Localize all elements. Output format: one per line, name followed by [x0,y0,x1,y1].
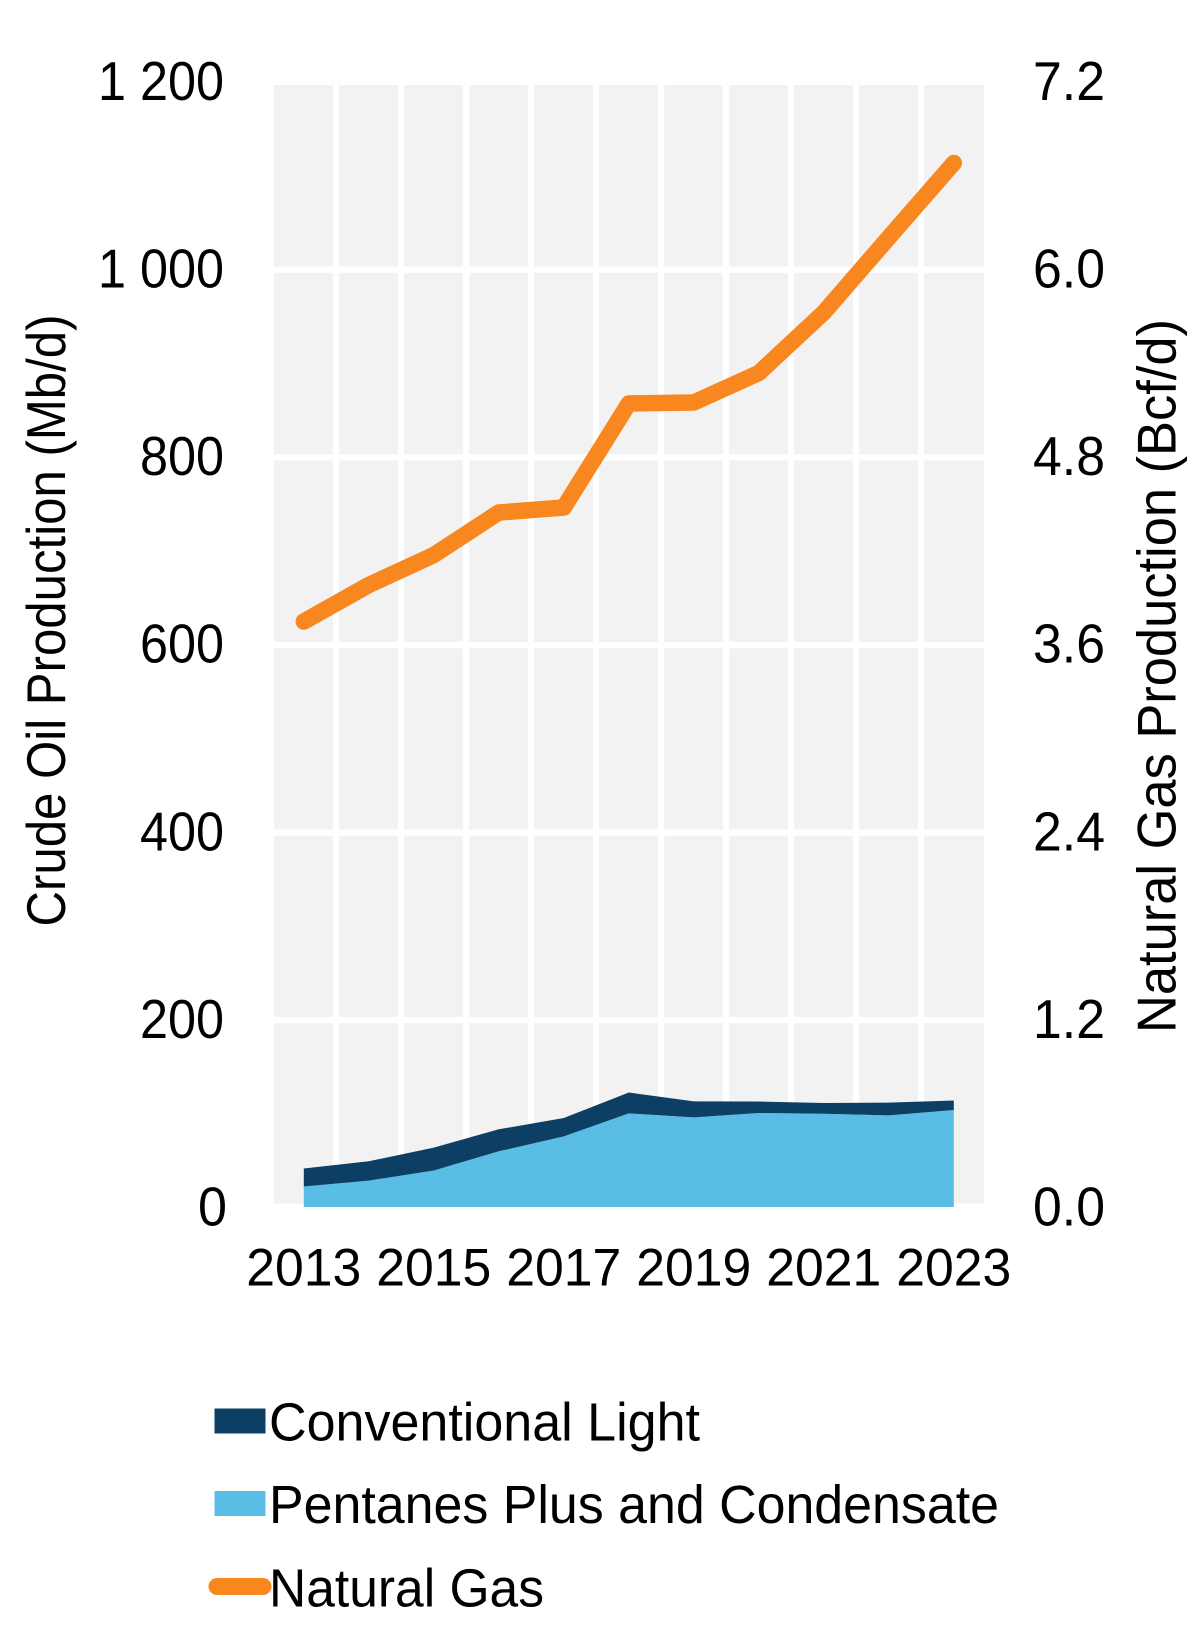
svg-text:400: 400 [140,800,224,862]
svg-text:Natural Gas: Natural Gas [269,1558,544,1618]
svg-text:1.2: 1.2 [1033,988,1105,1050]
svg-text:3.6: 3.6 [1033,613,1105,675]
svg-text:2.4: 2.4 [1033,800,1105,862]
svg-text:6.0: 6.0 [1033,238,1105,300]
svg-text:2023: 2023 [896,1239,1011,1298]
svg-text:1 000: 1 000 [98,238,224,300]
svg-text:2019: 2019 [636,1239,751,1298]
svg-text:200: 200 [140,988,224,1050]
svg-text:4.8: 4.8 [1033,425,1105,487]
svg-text:2021: 2021 [766,1239,881,1298]
svg-text:Natural Gas Production (Bcf/d): Natural Gas Production (Bcf/d) [1126,319,1188,1033]
svg-text:2017: 2017 [506,1239,621,1298]
svg-text:2015: 2015 [376,1239,491,1298]
svg-text:0.0: 0.0 [1033,1176,1105,1238]
svg-text:2013: 2013 [246,1239,361,1298]
svg-text:0: 0 [198,1176,227,1238]
svg-text:600: 600 [140,613,224,675]
svg-text:1 200: 1 200 [98,50,224,112]
svg-text:800: 800 [140,425,224,487]
svg-text:Pentanes Plus and Condensate: Pentanes Plus and Condensate [269,1475,999,1535]
svg-text:Conventional Light: Conventional Light [269,1392,700,1452]
svg-text:Crude Oil Production (Mb/d): Crude Oil Production (Mb/d) [15,315,77,927]
svg-text:7.2: 7.2 [1033,50,1105,112]
